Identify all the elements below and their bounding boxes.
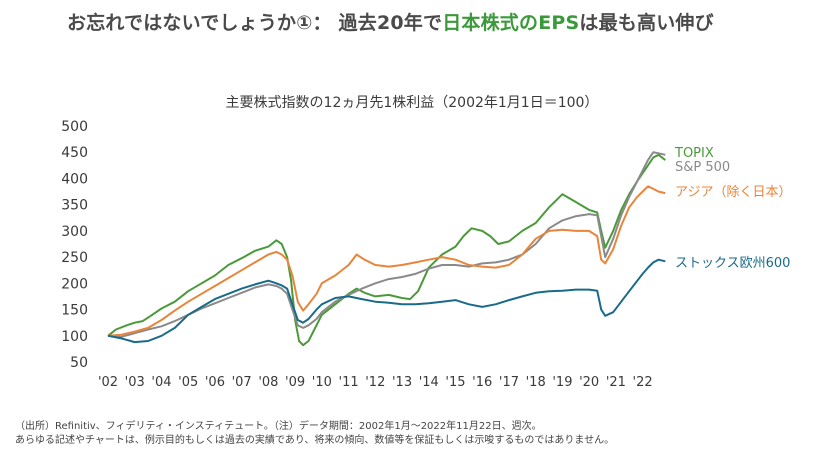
x-tick-label: '16: [472, 375, 492, 390]
legend-label: S&P 500: [675, 160, 730, 175]
y-tick-label: 500: [61, 119, 88, 135]
x-tick-label: '19: [552, 375, 572, 390]
x-tick-label: '07: [232, 375, 252, 390]
y-tick-label: 200: [61, 276, 88, 292]
series-line-0: [107, 153, 666, 347]
x-tick-label: '18: [526, 375, 546, 390]
y-tick-label: 250: [61, 250, 88, 266]
x-tick-label: '05: [178, 375, 198, 390]
headline: お忘れではないでしょうか①： 過去20年で日本株式のEPSは最も高い伸び: [67, 8, 714, 35]
x-tick-label: '11: [339, 375, 359, 390]
footnote-source: （出所）Refinitiv、フィデリティ・インスティテュート。（注）データ期間：…: [15, 421, 542, 432]
y-tick-label: 400: [61, 171, 88, 187]
x-tick-label: '13: [392, 375, 412, 390]
x-tick-label: '17: [499, 375, 519, 390]
x-tick-label: '09: [285, 375, 305, 390]
x-tick-label: '06: [205, 375, 225, 390]
x-tick-label: '22: [633, 375, 653, 390]
y-tick-label: 300: [61, 224, 88, 240]
x-tick-label: '08: [258, 375, 278, 390]
legend-label: アジア（除く日本）: [675, 185, 791, 200]
legend-label: TOPIX: [674, 146, 714, 161]
y-tick-label: 350: [61, 198, 88, 214]
x-tick-label: '12: [365, 375, 385, 390]
x-tick-label: '20: [579, 375, 599, 390]
series-line-1: [107, 151, 666, 338]
series-line-2: [107, 185, 666, 337]
x-tick-label: '10: [312, 375, 332, 390]
x-tick-label: '03: [125, 375, 145, 390]
footnote-disclaimer: あらゆる記述やチャートは、例示目的もしくは過去の実績であり、将来の傾向、数値等を…: [15, 435, 615, 446]
x-tick-label: '14: [419, 375, 439, 390]
headline-prefix: お忘れではないでしょうか①： 過去20年で: [67, 12, 443, 34]
legend-label: ストックス欧州600: [675, 256, 790, 271]
x-tick-label: '15: [445, 375, 465, 390]
x-tick-label: '21: [606, 375, 626, 390]
series-line-3: [107, 258, 666, 344]
headline-suffix: は最も高い伸び: [579, 12, 714, 34]
x-tick-label: '02: [98, 375, 118, 390]
chart-title: 主要株式指数の12ヵ月先1株利益（2002年1月1日＝100）: [225, 95, 599, 111]
y-tick-label: 50: [70, 355, 88, 371]
y-tick-label: 100: [61, 329, 88, 345]
y-tick-label: 150: [61, 303, 88, 319]
x-tick-label: '04: [151, 375, 171, 390]
y-tick-label: 450: [61, 145, 88, 161]
headline-highlight: 日本株式のEPS: [442, 12, 580, 34]
